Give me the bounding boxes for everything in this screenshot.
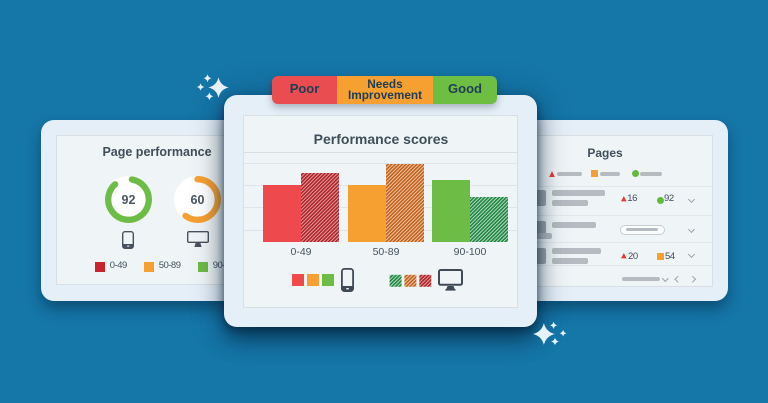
svg-text:60: 60 [191,193,205,207]
svg-text:92: 92 [122,193,136,207]
